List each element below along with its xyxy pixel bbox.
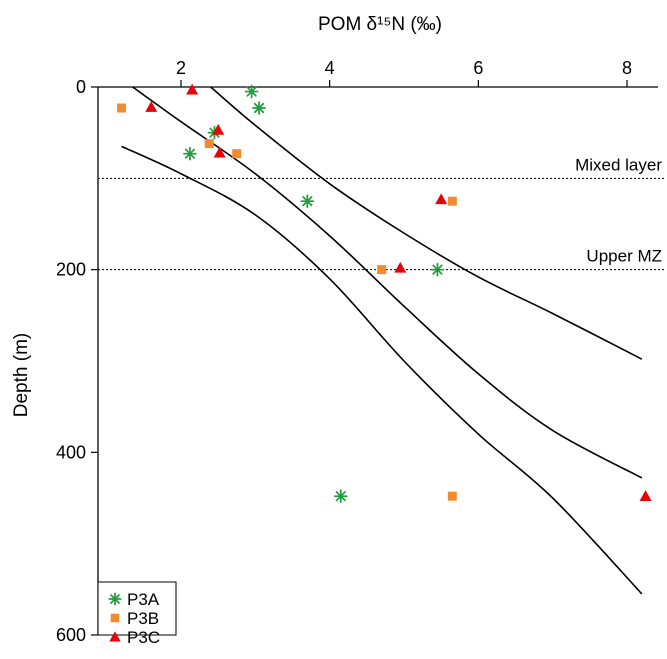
y-tick-label: 0 (76, 77, 86, 97)
legend-label-p3b: P3B (127, 609, 159, 628)
x-tick-label: 6 (473, 58, 483, 78)
axis-ticks: 2 4 6 8 0 200 400 600 (56, 58, 632, 645)
reference-lines: Mixed layer Upper MZ (98, 155, 664, 271)
data-point-p3b (232, 149, 242, 159)
x-axis-title: POM δ¹⁵N (‰) (318, 14, 442, 35)
x-tick-label: 2 (176, 58, 186, 78)
legend-label-p3a: P3A (127, 590, 160, 609)
data-point-p3c (213, 146, 226, 158)
data-point-p3c (186, 83, 199, 95)
y-tick-label: 600 (56, 625, 86, 645)
legend-marker-p3a (108, 592, 122, 606)
data-points (117, 83, 652, 504)
legend-label-p3c: P3C (127, 628, 160, 647)
data-point-p3a (252, 101, 266, 115)
data-point-p3a (300, 194, 315, 209)
data-point-p3c (435, 193, 448, 205)
data-point-p3c (639, 490, 652, 501)
fit-line-regression (132, 86, 643, 479)
reference-line-label: Upper MZ (586, 247, 662, 266)
data-point-p3c (145, 101, 158, 112)
fit-lines (121, 86, 643, 595)
data-point-p3a (183, 146, 197, 161)
x-tick-label: 4 (325, 58, 335, 78)
y-tick-label: 200 (56, 260, 86, 280)
fit-line-lower-bound (121, 145, 643, 595)
reference-line-label: Mixed layer (575, 155, 662, 174)
fit-line-upper-bound (210, 86, 643, 360)
legend-marker-p3b (110, 613, 120, 623)
data-point-p3b (377, 265, 387, 275)
data-point-p3a (430, 262, 445, 277)
data-point-p3a (333, 489, 348, 504)
data-point-p3b (447, 491, 457, 501)
legend-box (97, 581, 177, 636)
x-tick-label: 8 (622, 58, 632, 78)
data-point-p3c (394, 261, 407, 273)
data-point-p3b (204, 139, 214, 149)
data-point-p3a (244, 84, 259, 99)
y-axis-title: Depth (m) (11, 333, 32, 417)
data-point-p3b (447, 196, 457, 206)
data-point-p3b (117, 103, 127, 113)
data-point-p3c (212, 123, 225, 135)
y-tick-label: 400 (56, 442, 86, 462)
legend-marker-p3c (109, 631, 121, 642)
